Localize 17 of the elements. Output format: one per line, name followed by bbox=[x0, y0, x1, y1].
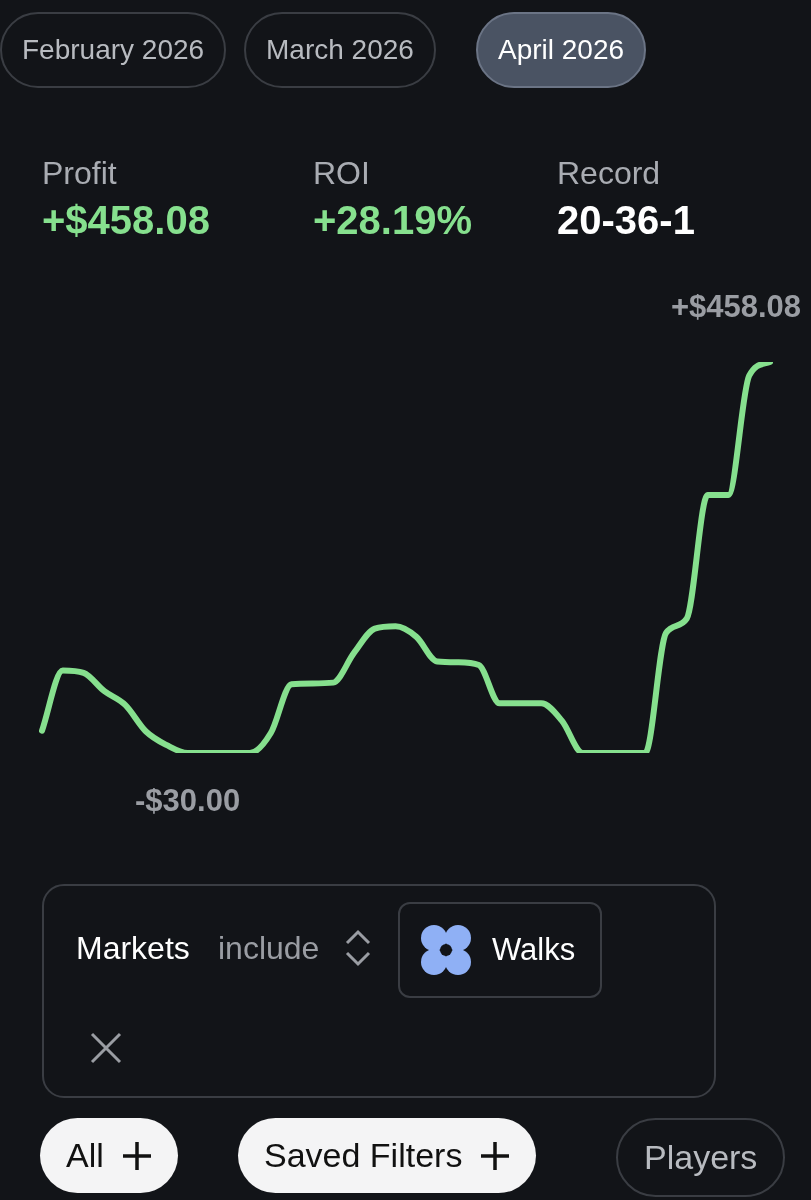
text: 20-36-1 bbox=[557, 198, 695, 243]
text: Saved Filters bbox=[264, 1136, 463, 1175]
text: Players bbox=[616, 1118, 786, 1197]
text: Markets bbox=[76, 930, 190, 967]
text: Walks bbox=[492, 932, 576, 968]
text: March 2026 bbox=[244, 12, 436, 88]
text: ROI bbox=[313, 155, 370, 192]
text: +$458.08 bbox=[42, 198, 210, 243]
text: -$30.00 bbox=[135, 783, 241, 819]
text: +$458.08 bbox=[670, 289, 802, 325]
text: April 2026 bbox=[476, 12, 647, 88]
text: include bbox=[218, 930, 320, 967]
text: +28.19% bbox=[313, 198, 473, 243]
text: Record bbox=[557, 155, 661, 192]
text: Profit bbox=[42, 155, 117, 192]
text: February 2026 bbox=[0, 12, 227, 88]
text: All bbox=[66, 1136, 104, 1175]
